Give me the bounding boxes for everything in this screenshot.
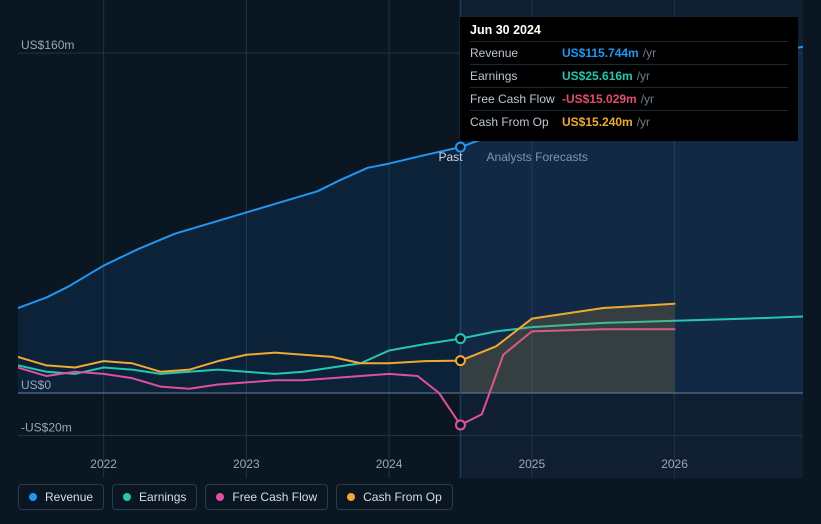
tooltip-row-value: US$115.744m bbox=[562, 44, 639, 62]
tooltip-row-unit: /yr bbox=[637, 67, 650, 85]
svg-text:US$160m: US$160m bbox=[21, 38, 74, 52]
tooltip-row-value: US$15.240m bbox=[562, 113, 633, 131]
svg-text:US$0: US$0 bbox=[21, 378, 51, 392]
tooltip-row-value: -US$15.029m bbox=[562, 90, 637, 108]
tooltip-row: RevenueUS$115.744m/yr bbox=[470, 41, 788, 64]
legend-item-cfo[interactable]: Cash From Op bbox=[336, 484, 453, 510]
legend-label: Free Cash Flow bbox=[232, 490, 317, 504]
tooltip-row-label: Earnings bbox=[470, 67, 562, 85]
svg-text:2024: 2024 bbox=[376, 457, 403, 471]
svg-text:2025: 2025 bbox=[518, 457, 545, 471]
tooltip-row: Free Cash Flow-US$15.029m/yr bbox=[470, 87, 788, 110]
tooltip-row-label: Free Cash Flow bbox=[470, 90, 562, 108]
tooltip-row-unit: /yr bbox=[637, 113, 650, 131]
legend-item-revenue[interactable]: Revenue bbox=[18, 484, 104, 510]
tooltip-row-label: Cash From Op bbox=[470, 113, 562, 131]
svg-text:2026: 2026 bbox=[661, 457, 688, 471]
svg-text:2023: 2023 bbox=[233, 457, 260, 471]
tooltip-row-unit: /yr bbox=[641, 90, 654, 108]
tooltip-row-unit: /yr bbox=[643, 44, 656, 62]
tooltip-row: Cash From OpUS$15.240m/yr bbox=[470, 110, 788, 133]
forecast-region-label: Analysts Forecasts bbox=[486, 150, 587, 164]
tooltip-title: Jun 30 2024 bbox=[470, 23, 788, 37]
legend-label: Cash From Op bbox=[363, 490, 442, 504]
svg-text:-US$20m: -US$20m bbox=[21, 421, 72, 435]
legend-label: Earnings bbox=[139, 490, 186, 504]
chart-tooltip: Jun 30 2024 RevenueUS$115.744m/yrEarning… bbox=[460, 17, 798, 141]
legend-label: Revenue bbox=[45, 490, 93, 504]
svg-text:2022: 2022 bbox=[90, 457, 117, 471]
legend-dot-icon bbox=[216, 493, 224, 501]
tooltip-row-value: US$25.616m bbox=[562, 67, 633, 85]
legend-item-earnings[interactable]: Earnings bbox=[112, 484, 197, 510]
legend: Revenue Earnings Free Cash Flow Cash From O… bbox=[18, 484, 453, 510]
legend-dot-icon bbox=[347, 493, 355, 501]
legend-item-fcf[interactable]: Free Cash Flow bbox=[205, 484, 328, 510]
legend-dot-icon bbox=[29, 493, 37, 501]
tooltip-row-label: Revenue bbox=[470, 44, 562, 62]
tooltip-row: EarningsUS$25.616m/yr bbox=[470, 64, 788, 87]
legend-dot-icon bbox=[123, 493, 131, 501]
past-region-label: Past bbox=[438, 150, 462, 164]
